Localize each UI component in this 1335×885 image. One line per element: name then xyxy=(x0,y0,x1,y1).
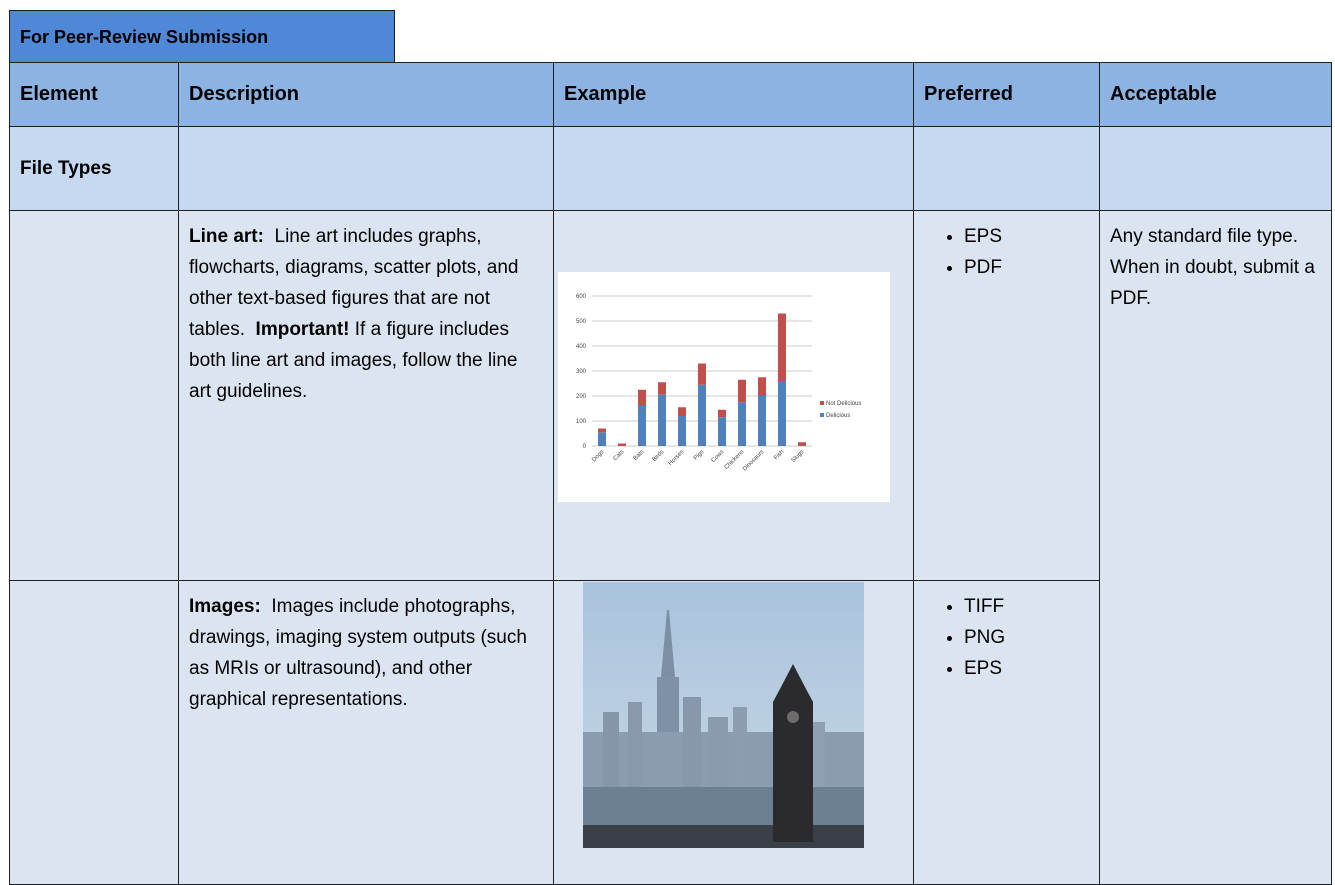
cell xyxy=(553,126,914,211)
bar-segment xyxy=(658,382,666,395)
example-cell xyxy=(553,580,914,885)
x-tick-label: Slugs xyxy=(791,449,806,464)
x-tick-label: Birds xyxy=(652,449,666,463)
bar-segment xyxy=(718,417,726,446)
bar-segment xyxy=(758,396,766,446)
x-tick-label: Fish xyxy=(773,449,785,461)
x-tick-label: Bats xyxy=(633,449,646,462)
legend-swatch xyxy=(820,401,824,405)
cell xyxy=(9,210,179,581)
bar-segment xyxy=(778,313,786,381)
list: EPSPDF xyxy=(924,221,1089,283)
bar-segment xyxy=(658,394,666,446)
bar-segment xyxy=(738,379,746,403)
list-item: EPS xyxy=(964,653,1089,684)
bar-segment xyxy=(798,442,806,446)
bar-segment xyxy=(598,428,606,433)
cell xyxy=(913,126,1100,211)
x-tick-label: Cats xyxy=(612,449,625,462)
element-cell: File Types xyxy=(9,126,179,211)
list: TIFFPNGEPS xyxy=(924,591,1089,684)
cell xyxy=(1099,126,1332,211)
bar-segment xyxy=(638,406,646,446)
header-cell: Acceptable xyxy=(1099,62,1332,127)
text: Images include photographs, drawings, im… xyxy=(189,596,527,710)
x-tick-label: Horses xyxy=(668,449,686,467)
list-item: EPS xyxy=(964,221,1089,252)
bar-segment xyxy=(778,381,786,446)
text: Line art includes graphs, flowcharts, di… xyxy=(189,226,519,340)
table: Element Description Example Preferred Ac… xyxy=(9,62,1332,885)
y-tick-label: 100 xyxy=(576,419,587,425)
y-tick-label: 600 xyxy=(576,294,587,300)
legend-label: Not Delicious xyxy=(826,401,861,407)
x-tick-label: Pigs xyxy=(693,449,705,461)
list-item: PDF xyxy=(964,252,1089,283)
header-cell: Element xyxy=(9,62,179,127)
bar-segment xyxy=(678,407,686,416)
bar-segment xyxy=(698,363,706,385)
bar-segment xyxy=(718,409,726,418)
bar-segment xyxy=(638,389,646,406)
bar-segment xyxy=(758,377,766,396)
y-tick-label: 200 xyxy=(576,394,587,400)
bar-segment xyxy=(598,432,606,446)
y-tick-label: 400 xyxy=(576,344,587,350)
tab-title: For Peer-Review Submission xyxy=(9,10,395,62)
section-row: File Types xyxy=(9,126,1332,211)
cell xyxy=(178,126,554,211)
preferred-cell: TIFFPNGEPS xyxy=(913,580,1100,885)
acceptable-cell: Any standard file type. When in doubt, s… xyxy=(1099,210,1332,885)
bar-segment xyxy=(678,416,686,446)
header-cell: Example xyxy=(553,62,914,127)
legend-swatch xyxy=(820,413,824,417)
list-item: PNG xyxy=(964,622,1089,653)
label: Images: xyxy=(189,596,261,617)
bar-segment xyxy=(698,384,706,446)
bar-segment xyxy=(738,402,746,446)
text: If a figure includes both line art and i… xyxy=(189,319,518,402)
list-item: TIFF xyxy=(964,591,1089,622)
row: Images: Images include photographs, draw… xyxy=(9,580,1332,885)
example-photo xyxy=(583,582,864,848)
row: Line art: Line art includes graphs, flow… xyxy=(9,210,1332,885)
preferred-cell: EPSPDF xyxy=(913,210,1100,581)
y-tick-label: 500 xyxy=(576,319,587,325)
header-cell: Preferred xyxy=(913,62,1100,127)
x-tick-label: Dinosaurs xyxy=(742,449,765,472)
example-chart: 0 100 200 300 400 500 600 Dogs Cats Bats Birds Hors… xyxy=(558,272,890,502)
x-tick-label: Cows xyxy=(711,449,726,464)
label: Important! xyxy=(255,319,350,340)
cell xyxy=(9,580,179,885)
y-tick-label: 300 xyxy=(576,369,587,375)
y-tick-label: 0 xyxy=(583,444,587,450)
example-cell: 0 100 200 300 400 500 600 Dogs Cats Bats Birds Hors… xyxy=(553,210,914,581)
bar-segment xyxy=(618,443,626,446)
header-row: Element Description Example Preferred Ac… xyxy=(9,62,1332,127)
description-cell: Line art: Line art includes graphs, flow… xyxy=(178,210,554,581)
header-cell: Description xyxy=(178,62,554,127)
description-cell: Images: Images include photographs, draw… xyxy=(178,580,554,885)
x-tick-label: Dogs xyxy=(591,449,605,463)
legend-label: Delicious xyxy=(826,413,850,419)
label: Line art: xyxy=(189,226,264,247)
